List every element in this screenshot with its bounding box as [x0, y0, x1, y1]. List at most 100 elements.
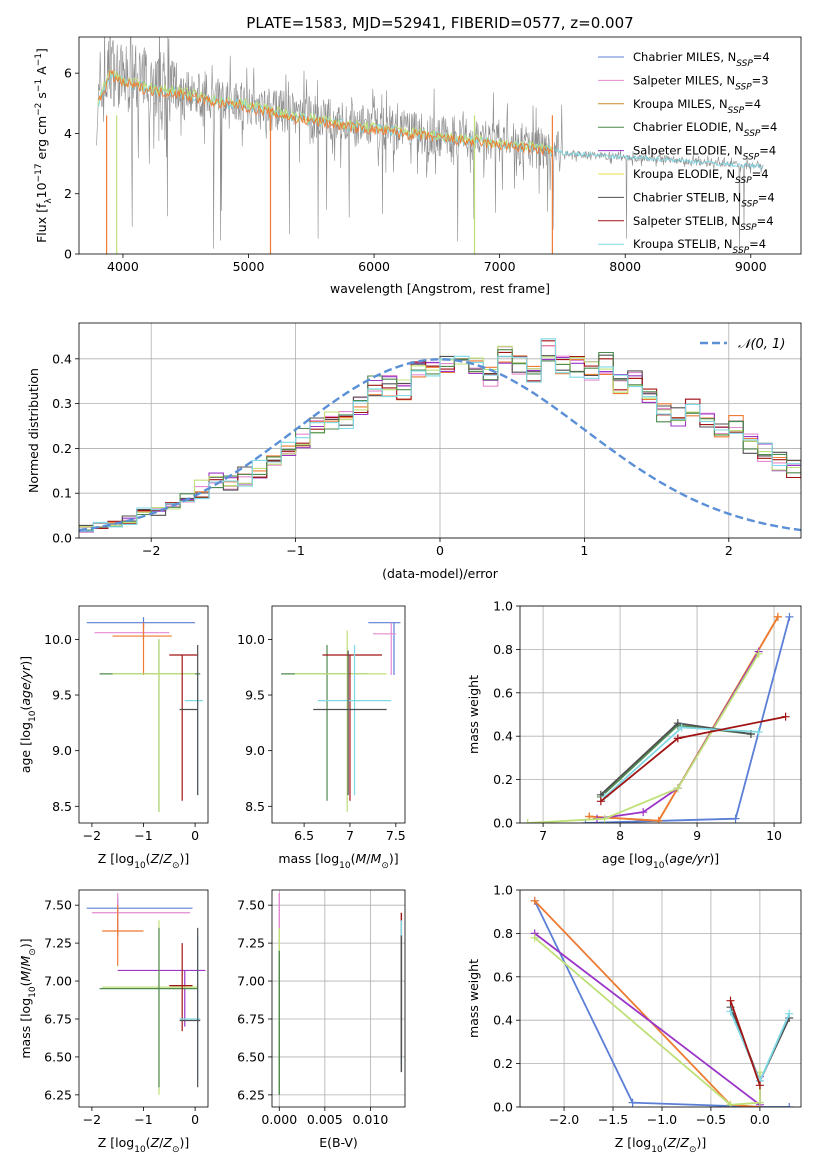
gaussian-curve — [79, 358, 801, 532]
label-part: SSP — [733, 246, 750, 256]
label-part: ( — [351, 851, 356, 866]
legend-label: Kroupa MILES, NSSP=4 — [633, 97, 761, 116]
axes-frame — [78, 889, 209, 1108]
y-tick-label: 10.0 — [237, 632, 265, 647]
y-axis-label: mass weight — [466, 959, 481, 1038]
series-line — [527, 653, 760, 823]
plot-area — [281, 622, 401, 812]
label-part: Salpeter ELODIE, N — [633, 144, 743, 158]
legend-label: Salpeter ELODIE, NSSP=4 — [633, 144, 776, 163]
label-part: mass [log — [278, 851, 339, 866]
label-part: )] — [179, 851, 189, 866]
point-marker — [773, 612, 782, 621]
panel-spectrum: 4000 5000 6000 7000 8000 9000 0 2 4 6 Chabrier MIL… — [34, 36, 802, 296]
label-part: )] — [709, 851, 719, 866]
point-marker — [677, 723, 686, 732]
point-marker — [785, 1103, 794, 1107]
point-marker — [785, 1009, 794, 1018]
label-part: 10 — [34, 182, 49, 198]
panel-mass_vs_Z: −2 −1 06.256.506.757.007.257.50Z [log10(Z/… — [18, 889, 209, 1155]
label-part: ( — [664, 851, 669, 866]
label-part: SSP — [743, 153, 760, 163]
point-marker — [754, 727, 763, 736]
y-tick-label: 6.75 — [44, 1011, 72, 1026]
label-part: 10 — [28, 986, 38, 998]
label-part: 10 — [651, 1145, 663, 1155]
label-part: Z [log — [98, 851, 134, 866]
x-tick-label: −1.0 — [647, 1112, 677, 1127]
y-tick-label: 9.0 — [245, 743, 265, 758]
y-tick-label: 6.25 — [44, 1087, 72, 1102]
label-part: M — [18, 955, 33, 966]
series-line — [600, 715, 786, 802]
label-part: 10 — [28, 710, 38, 722]
y-tick-label: 7.25 — [44, 936, 72, 951]
y-tick-label: 7.50 — [44, 898, 72, 913]
legend-label: Chabrier ELODIE, NSSP=4 — [633, 120, 777, 139]
label-part: ( — [663, 1135, 668, 1150]
y-axis-label: age [log10(age/yr)] — [18, 656, 38, 773]
y-tick-label: 0.2 — [493, 1056, 513, 1071]
label-part: Z — [667, 1135, 677, 1150]
y-tick-label: 6.75 — [237, 1011, 265, 1026]
label-part: Z [log — [98, 1135, 134, 1150]
panel-mass_vs_ebv: 0.000 0.005 0.010 6.25 6.50 6.75 7.00 7.25 7.50 E… — [237, 889, 406, 1150]
x-tick-label: 0.005 — [307, 1112, 343, 1127]
series-line — [589, 616, 779, 822]
point-marker — [530, 933, 539, 942]
label-part: SSP — [740, 223, 757, 233]
label-part: M — [18, 971, 33, 982]
plot-area — [86, 617, 203, 812]
label-part: Salpeter MILES, N — [633, 73, 735, 87]
x-tick-label: −1.5 — [598, 1112, 628, 1127]
y-tick-label: 0.4 — [493, 729, 513, 744]
label-part: / — [18, 966, 33, 971]
plot-area — [530, 896, 794, 1107]
y-tick-label: 7.25 — [237, 936, 265, 951]
label-part: SSP — [728, 106, 745, 116]
x-axis-label: Z [log10(Z/Z⊙)] — [615, 1135, 707, 1155]
x-tick-label: −2 — [83, 1112, 101, 1127]
x-tick-label: −1 — [134, 1112, 152, 1127]
series-line — [534, 932, 761, 1107]
label-part: 10 — [134, 1145, 146, 1155]
x-tick-label: 0.010 — [352, 1112, 388, 1127]
label-part: −1 — [34, 53, 44, 66]
y-tick-label: 7.50 — [237, 898, 265, 913]
y-tick-label: 9.5 — [245, 688, 265, 703]
label-part: A — [34, 66, 49, 79]
x-axis-label: Z [log10(Z/Z⊙)] — [98, 851, 190, 871]
point-marker — [673, 784, 682, 793]
y-tick-label: 9.0 — [52, 743, 72, 758]
label-part: age [log — [18, 722, 33, 773]
y-tick-label: 0.8 — [493, 642, 513, 657]
y-tick-label: 0.2 — [52, 441, 72, 456]
x-axis-label: mass [log10(M/M⊙)] — [278, 851, 398, 871]
label-part: =4 — [757, 214, 774, 228]
label-part: ⊙ — [28, 948, 38, 956]
axes-frame — [78, 322, 802, 539]
label-part: M — [371, 851, 382, 866]
x-tick-label: 8000 — [609, 259, 641, 274]
y-tick-label: 0.6 — [493, 685, 513, 700]
label-part: SSP — [735, 176, 752, 186]
label-part: Chabrier ELODIE, N — [633, 120, 744, 134]
label-part: Z [log — [615, 1135, 651, 1150]
label-part: age [log — [602, 851, 653, 866]
label-part: ⊙ — [381, 861, 389, 871]
label-part: / — [676, 1135, 681, 1150]
x-tick-label: 6000 — [358, 259, 390, 274]
series-line — [534, 900, 760, 1107]
y-axis-label: Normed distribution — [26, 368, 41, 493]
y-tick-label: 8.5 — [245, 799, 265, 814]
y-tick-label: 6.50 — [44, 1049, 72, 1064]
label-part: SSP — [736, 59, 753, 69]
axes-frame — [271, 889, 406, 1108]
x-tick-label: −1 — [134, 828, 152, 843]
y-axis-label: mass [log10(M/M⊙)] — [18, 938, 38, 1058]
y-tick-label: 0 — [64, 247, 72, 262]
x-tick-label: 6.5 — [294, 828, 314, 843]
figure-title: PLATE=1583, MJD=52941, FIBERID=0577, z=0… — [246, 14, 633, 32]
point-marker — [726, 1007, 735, 1016]
label-part: )] — [179, 1135, 189, 1150]
